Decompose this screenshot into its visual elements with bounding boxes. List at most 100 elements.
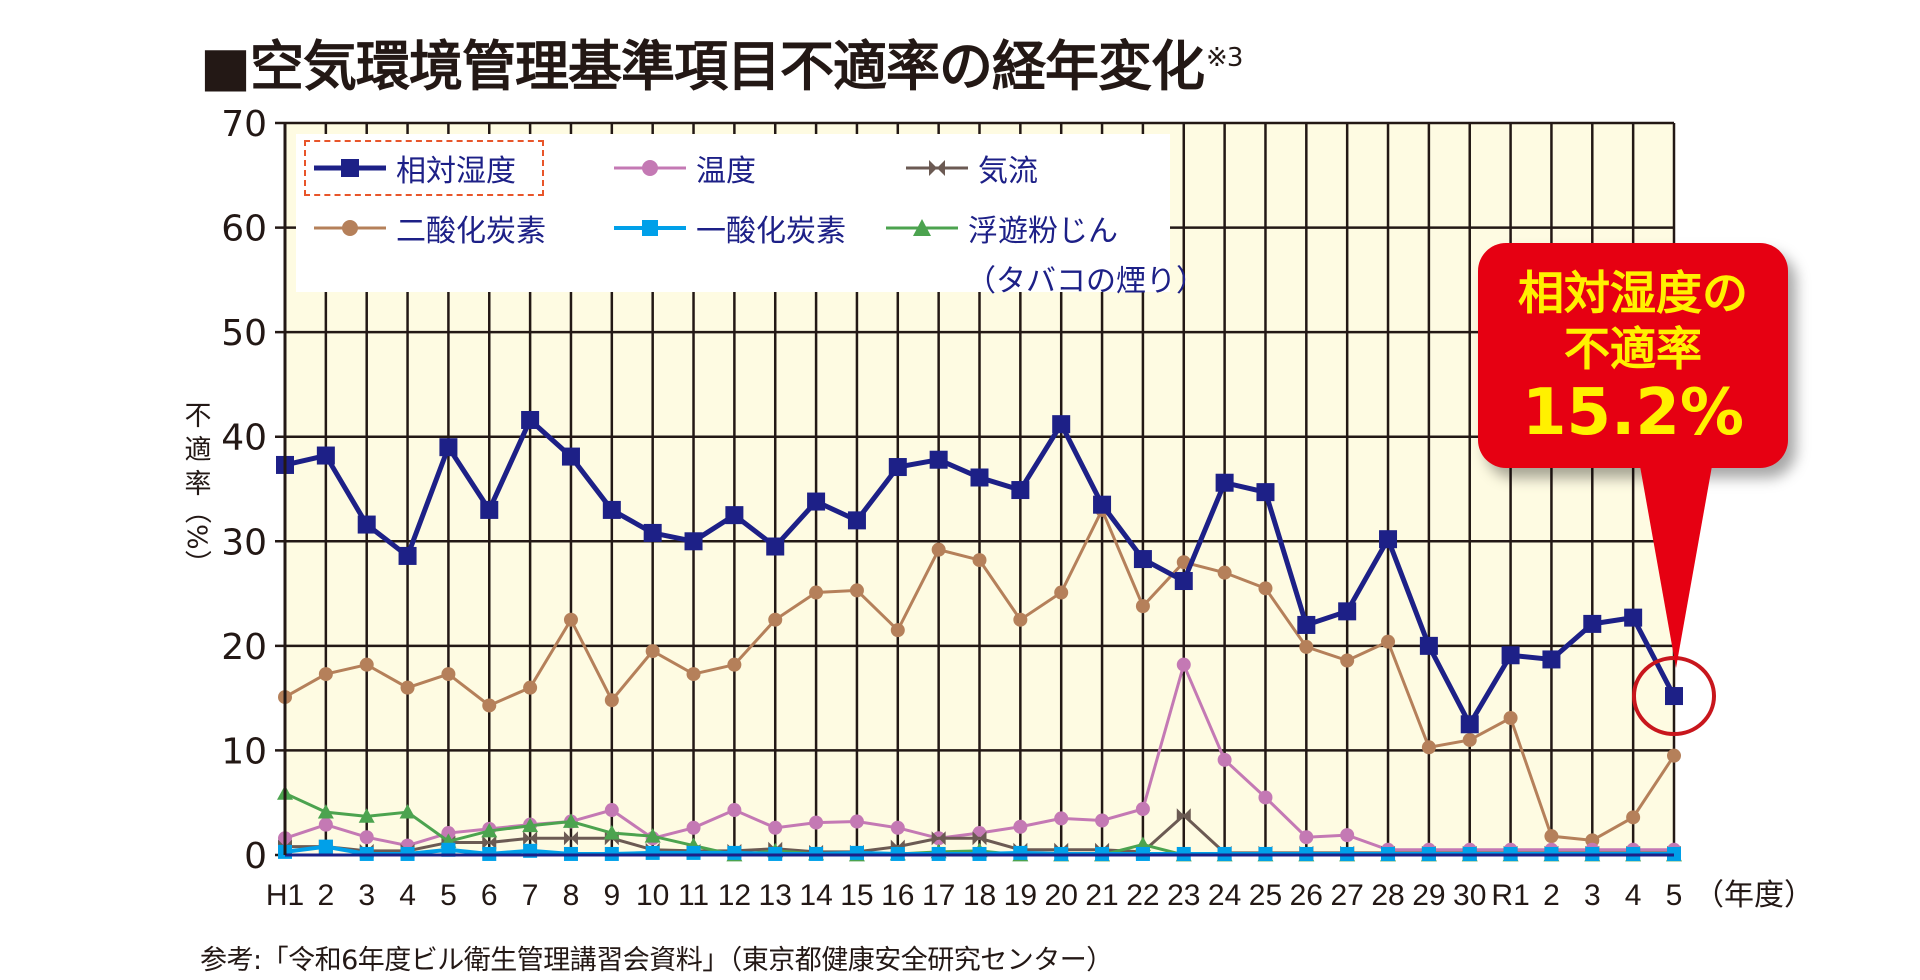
data-point [561, 447, 580, 466]
y-tick-label: 50 [221, 313, 267, 354]
data-point [1095, 813, 1110, 828]
data-point [1215, 473, 1234, 492]
x-tick-label: 14 [799, 879, 832, 912]
legend-item-temperature: 温度 [614, 146, 756, 190]
data-point [727, 657, 742, 672]
data-point [1299, 830, 1314, 845]
data-point [562, 813, 579, 828]
data-point [1217, 565, 1232, 580]
data-point [727, 845, 742, 860]
data-point [1258, 790, 1273, 805]
data-point [603, 825, 620, 840]
x-tick-label: 4 [1625, 879, 1642, 912]
data-point [929, 450, 948, 469]
data-point [847, 511, 866, 530]
data-point [809, 815, 824, 830]
data-point [1174, 572, 1193, 591]
data-point [521, 410, 540, 429]
y-tick-label: 30 [221, 522, 267, 563]
data-point [888, 458, 907, 477]
y-tick-label: 20 [221, 627, 267, 668]
callout-bubble: 相対湿度の 不適率 15.2% [1478, 243, 1788, 468]
y-axis-label: 不 適 率 （%） [178, 400, 218, 577]
legend-label-sub: （タバコの煙り） [966, 264, 1206, 299]
y-tick-label: 70 [221, 104, 267, 145]
data-point [1297, 615, 1316, 634]
x-tick-label: 29 [1412, 879, 1445, 912]
x-tick-label: 28 [1371, 879, 1404, 912]
x-tick-label: 3 [358, 879, 375, 912]
data-point [604, 803, 619, 818]
square-marker-icon [314, 159, 386, 177]
x-tick-label: 21 [1085, 879, 1118, 912]
data-point [1256, 483, 1275, 502]
data-point [849, 845, 864, 860]
data-point [1176, 657, 1191, 672]
y-label-char: 率 [184, 469, 212, 500]
legend-item-dust: 浮遊粉じん （タバコの煙り） [886, 206, 1206, 300]
data-point [604, 693, 619, 708]
data-point [316, 446, 335, 465]
y-tick-label: 60 [221, 209, 267, 250]
x-tick-label: H1 [266, 879, 304, 912]
data-point [481, 822, 498, 838]
data-point [972, 831, 987, 846]
data-point [441, 842, 456, 857]
data-point [1542, 650, 1561, 669]
data-point [849, 814, 864, 829]
x-tick-label: 26 [1290, 879, 1323, 912]
legend-label: 相対湿度 [396, 154, 516, 189]
data-point [358, 808, 375, 823]
data-point [398, 546, 417, 565]
x-tick-label: 12 [718, 879, 751, 912]
data-point [1338, 602, 1357, 621]
legend-label: 温度 [696, 154, 756, 189]
data-point [807, 492, 826, 511]
data-point [1419, 636, 1438, 655]
x-tick-label: 27 [1330, 879, 1363, 912]
data-point [727, 803, 742, 818]
data-point [1503, 711, 1518, 726]
data-point [1624, 608, 1643, 627]
callout-line2: 不適率 [1564, 322, 1702, 376]
data-point [643, 523, 662, 542]
data-point [1421, 740, 1436, 755]
data-point [1013, 612, 1028, 627]
data-point [725, 506, 744, 525]
data-point [1626, 810, 1641, 825]
data-point [931, 831, 946, 846]
data-point [931, 542, 946, 557]
data-point [1133, 550, 1152, 569]
data-point [602, 500, 621, 519]
legend-label: 一酸化炭素 [696, 214, 846, 249]
y-tick-label: 0 [244, 836, 267, 877]
data-point [1544, 829, 1559, 844]
data-point [686, 667, 701, 682]
data-point [644, 828, 661, 843]
data-point [400, 680, 415, 695]
data-point [1340, 828, 1355, 843]
legend-label: 気流 [978, 154, 1038, 189]
data-point [1052, 415, 1071, 434]
data-point [1583, 614, 1602, 633]
legend-item-co2: 二酸化炭素 [314, 206, 546, 250]
bowtie-marker-icon [906, 160, 968, 176]
x-tick-label: 2 [1543, 879, 1560, 912]
data-point [1176, 808, 1191, 823]
data-point [1299, 639, 1314, 654]
x-tick-label: 9 [603, 879, 620, 912]
data-point [357, 515, 376, 534]
x-tick-label: 11 [678, 879, 709, 912]
data-point [359, 657, 374, 672]
x-tick-label: 15 [840, 879, 873, 912]
x-tick-label: 8 [563, 879, 580, 912]
x-tick-label: 13 [759, 879, 792, 912]
x-tick-label: 7 [522, 879, 539, 912]
data-point [809, 585, 824, 600]
data-point [684, 532, 703, 551]
callout-line1: 相対湿度の [1518, 266, 1748, 320]
x-tick-label: 2 [318, 879, 335, 912]
data-point [1135, 599, 1150, 614]
data-point [359, 830, 374, 845]
data-point [970, 468, 989, 487]
